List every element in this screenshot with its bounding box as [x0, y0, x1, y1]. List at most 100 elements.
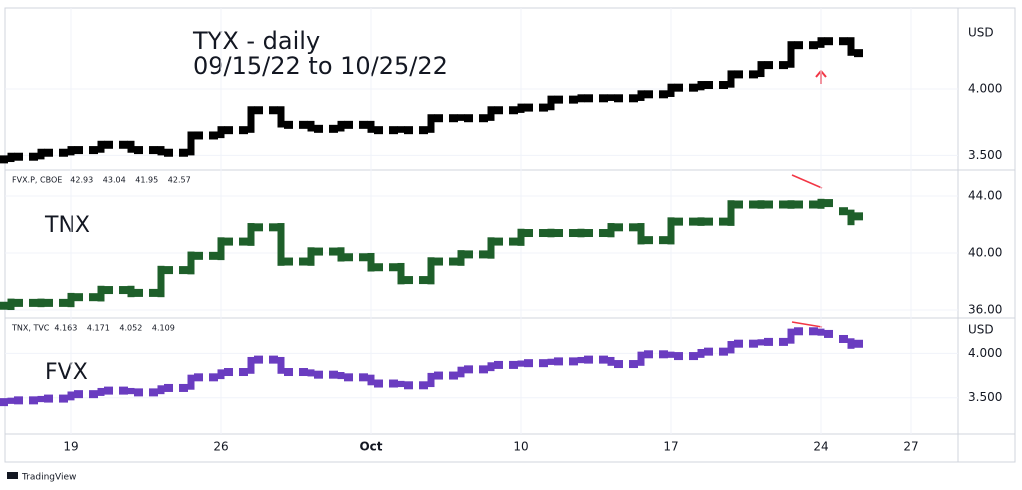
ohlc-open	[179, 148, 188, 157]
ohlc-close	[704, 347, 713, 356]
ohlc-range	[487, 362, 495, 372]
ohlc-range	[97, 387, 105, 396]
x-tick-label: Oct	[359, 440, 382, 454]
unit-label: USD	[968, 323, 994, 337]
ohlc-open	[809, 327, 818, 336]
ohlc-open	[419, 276, 428, 285]
ohlc-open	[359, 120, 368, 129]
ohlc-close	[794, 41, 803, 50]
ohlc-close	[14, 298, 23, 307]
ohlc-open	[539, 229, 548, 238]
ohlc-open	[329, 247, 338, 256]
ohlc-close	[584, 229, 593, 238]
ohlc-close	[674, 217, 683, 226]
ohlc-close	[524, 103, 533, 112]
ohlc-range	[427, 372, 435, 388]
ohlc-close	[704, 81, 713, 90]
ohlc-open	[779, 200, 788, 209]
ohlc-close	[824, 37, 833, 46]
ohlc-close	[284, 257, 293, 266]
ohlc-open	[179, 266, 188, 275]
ohlc-range	[577, 94, 585, 103]
ohlc-range	[127, 140, 135, 153]
ohlc-range	[577, 228, 585, 238]
legend: FVX.P, CBOE TNX, TVC	[11, 176, 62, 333]
ohlc-open	[239, 126, 248, 135]
annotation-line	[791, 174, 823, 189]
ohlc-close	[194, 373, 203, 382]
ohlc-range	[547, 228, 555, 238]
ohlc-open	[449, 257, 458, 266]
ohlc-open	[809, 200, 818, 209]
ohlc-close	[404, 126, 413, 135]
ohlc-range	[817, 198, 825, 209]
legend-value: 42.57	[168, 176, 191, 185]
ohlc-open	[149, 388, 158, 397]
ohlc-close	[164, 266, 173, 275]
ohlc-open	[329, 124, 338, 133]
ohlc-close	[134, 288, 143, 297]
chart-title: TYX - daily	[192, 27, 320, 55]
ohlc-open	[359, 253, 368, 262]
ohlc-open	[599, 355, 608, 364]
ohlc-close	[374, 379, 383, 388]
ohlc-range	[847, 338, 855, 349]
ohlc-close	[674, 352, 683, 361]
ohlc-open	[179, 383, 188, 392]
ohlc-range	[337, 372, 345, 380]
ohlc-open	[749, 200, 758, 209]
ohlc-open	[119, 286, 128, 295]
ohlc-close	[284, 120, 293, 129]
ohlc-range	[757, 200, 765, 209]
ohlc-open	[779, 337, 788, 346]
ohlc-range	[157, 146, 165, 156]
ohlc-close	[554, 95, 563, 104]
ohlc-range	[157, 265, 165, 298]
ohlc-open	[29, 152, 38, 161]
ohlc-range	[727, 70, 735, 88]
ohlc-range	[337, 247, 345, 262]
ohlc-open	[749, 339, 758, 348]
ohlc-close	[44, 148, 53, 157]
ohlc-close	[854, 49, 863, 58]
ohlc-range	[637, 351, 645, 366]
ohlc-range	[517, 228, 525, 246]
ohlc-range	[547, 358, 555, 365]
ohlc-close	[614, 360, 623, 369]
ohlc-open	[299, 368, 308, 377]
ohlc-close	[14, 396, 23, 405]
ohlc-close	[524, 229, 533, 238]
ohlc-open	[0, 398, 8, 407]
ohlc-range	[397, 380, 405, 388]
ohlc-range	[427, 114, 435, 133]
ohlc-close	[254, 106, 263, 115]
ohlc-open	[539, 359, 548, 368]
ohlc-close	[554, 229, 563, 238]
ohlc-open	[689, 217, 698, 226]
ohlc-range	[547, 95, 555, 111]
ohlc-open	[839, 334, 848, 343]
ohlc-range	[217, 237, 225, 261]
ohlc-open	[89, 293, 98, 302]
ohlc-range	[37, 148, 45, 160]
ohlc-close	[344, 373, 353, 382]
ohlc-close	[194, 131, 203, 140]
ohlc-range	[607, 223, 615, 238]
ohlc-range	[7, 152, 15, 163]
ohlc-close	[224, 237, 233, 246]
ohlc-close	[404, 276, 413, 285]
ohlc-open	[569, 357, 578, 366]
ohlc-close	[464, 250, 473, 259]
ohlc-open	[269, 355, 278, 364]
ohlc-range	[697, 348, 705, 358]
ohlc-open	[0, 155, 8, 164]
ohlc-close	[734, 339, 743, 348]
ohlc-close	[644, 350, 653, 359]
ohlc-range	[127, 387, 135, 395]
ohlc-open	[569, 95, 578, 104]
ohlc-close	[224, 126, 233, 135]
ohlc-open	[299, 120, 308, 129]
ohlc-open	[209, 251, 218, 260]
ohlc-close	[584, 355, 593, 364]
ohlc-range	[757, 339, 765, 346]
